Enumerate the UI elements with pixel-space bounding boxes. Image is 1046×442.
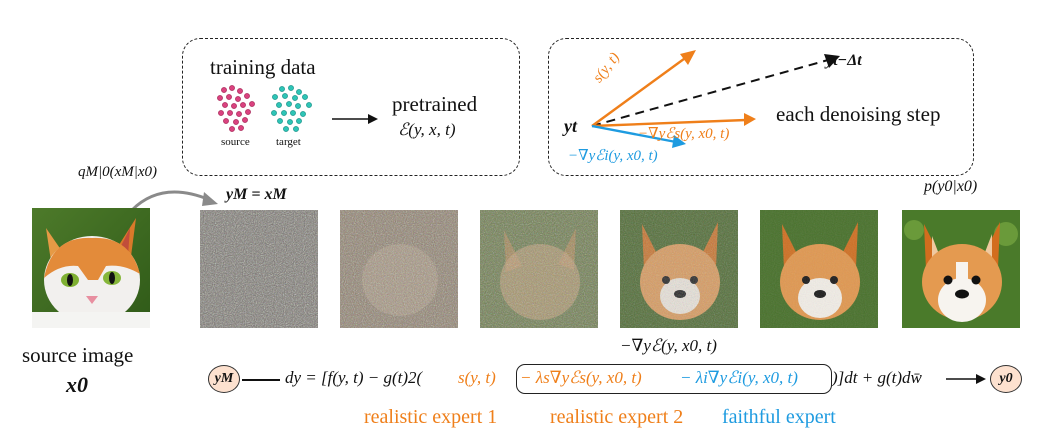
forward-process-arrow xyxy=(130,190,218,212)
energy-label: ℰ(y, x, t) xyxy=(398,120,456,139)
training-arrow xyxy=(332,114,378,124)
realistic-expert-1-label: realistic expert 1 xyxy=(364,406,498,428)
realistic-expert-2-label: realistic expert 2 xyxy=(550,406,684,428)
noisy-image-3 xyxy=(480,210,598,328)
start-node-yM: yM xyxy=(208,365,240,393)
denoising-step-panel xyxy=(548,38,974,176)
noisy-image-1 xyxy=(200,210,318,328)
y-next-label: yt−Δt xyxy=(826,52,862,69)
source-label: source xyxy=(221,136,250,148)
y-t-label: yt xyxy=(564,116,577,136)
source-scatter xyxy=(217,85,255,132)
noisy-image-2 xyxy=(340,210,458,328)
step-vectors xyxy=(591,50,840,148)
target-scatter xyxy=(271,85,312,132)
sde-faithful-term: − λi∇yℰi(y, x0, t) xyxy=(680,368,798,387)
faithful-expert-label: faithful expert xyxy=(722,406,836,428)
sde-lhs: dy = [f(y, t) − g(t)2( xyxy=(285,368,423,387)
target-label: target xyxy=(276,136,301,148)
faithful-gradient-label: −∇yℰi(y, x0, t) xyxy=(568,148,658,164)
training-data-title: training data xyxy=(210,55,316,79)
noisy-image-4 xyxy=(620,210,738,328)
noisy-image-5 xyxy=(760,210,878,328)
x0-label: x0 xyxy=(66,372,88,397)
denoising-step-caption: each denoising step xyxy=(776,102,941,126)
expert-box-highlight xyxy=(516,364,832,394)
sde-realistic-term: − λs∇yℰs(y, x0, t) xyxy=(520,368,642,387)
pretrained-label: pretrained xyxy=(392,92,478,116)
start-node-line xyxy=(242,379,280,381)
realistic-gradient-label: −∇yℰs(y, x0, t) xyxy=(638,126,730,142)
forward-process-label: qM|0(xM|x0) xyxy=(78,164,158,180)
sde-score-term: s(y, t) xyxy=(458,368,496,387)
end-node-y0: y0 xyxy=(990,365,1022,393)
y-m-equals-x-m: yM = xM xyxy=(226,186,287,203)
output-distribution-label: p(y0|x0) xyxy=(924,178,978,195)
output-dog-image xyxy=(902,210,1020,328)
source-cat-image xyxy=(32,208,150,328)
sde-rhs: )]dt + g(t)dw̄ xyxy=(832,368,922,387)
end-node-arrow xyxy=(946,374,986,384)
training-data-panel xyxy=(182,38,520,176)
source-image-caption: source image xyxy=(22,343,134,367)
combined-guidance-label: −∇yℰ(y, x0, t) xyxy=(620,336,717,355)
